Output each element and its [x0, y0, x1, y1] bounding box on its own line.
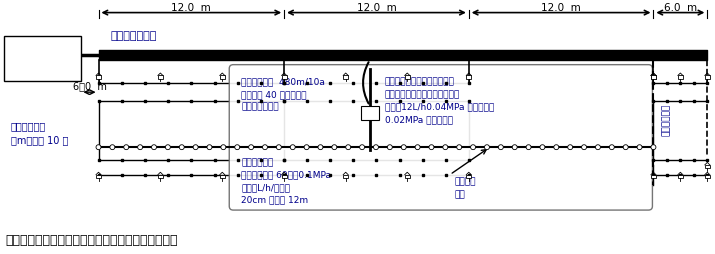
Circle shape [110, 145, 115, 150]
Circle shape [304, 145, 309, 150]
Bar [678, 175, 683, 179]
Circle shape [485, 145, 490, 150]
Bar [705, 165, 710, 169]
Text: 6．0  m: 6．0 m [73, 81, 107, 91]
Text: 給液分枝配管: 給液分枝配管 [661, 103, 671, 135]
Text: 圧力補正型給液停止機構付き
ボタン点滴装置（１次点滴点滴
孔）（12L/h0.04MPa 給液開始、
0.02MPa 給液停止）: 圧力補正型給液停止機構付き ボタン点滴装置（１次点滴点滴 孔）（12L/h0.0… [385, 77, 494, 123]
Text: 点滴チューブ
２m間隔で 10 本: 点滴チューブ ２m間隔で 10 本 [11, 121, 68, 145]
Bar [405, 76, 410, 80]
Circle shape [152, 145, 157, 150]
FancyBboxPatch shape [230, 66, 652, 210]
Bar [158, 175, 163, 179]
Bar [158, 76, 163, 80]
Text: 6.0  m: 6.0 m [664, 3, 697, 12]
Circle shape [609, 145, 614, 150]
Bar [343, 76, 348, 80]
Circle shape [124, 145, 129, 150]
Circle shape [346, 145, 351, 150]
Circle shape [554, 145, 559, 150]
Circle shape [623, 145, 628, 150]
Bar [220, 76, 225, 80]
Text: 点滴チューブ  480m/10a
とすれば 40 個のボタン
点滴装置が必要: 点滴チューブ 480m/10a とすれば 40 個のボタン 点滴装置が必要 [241, 77, 325, 111]
Text: 12.0  m: 12.0 m [172, 3, 211, 12]
Text: 給液メイン配管: 給液メイン配管 [111, 31, 157, 41]
Circle shape [596, 145, 601, 150]
Text: 12.0  m: 12.0 m [541, 3, 581, 12]
Text: 加圧送水
ポンプ: 加圧送水 ポンプ [30, 49, 54, 70]
Circle shape [137, 145, 142, 150]
Text: 図２　日射量対応型極微量潅水施肥装置の配管事例: 図２ 日射量対応型極微量潅水施肥装置の配管事例 [6, 233, 178, 246]
Circle shape [332, 145, 337, 150]
Bar [651, 76, 656, 80]
Circle shape [165, 145, 170, 150]
Circle shape [401, 145, 406, 150]
Circle shape [373, 145, 378, 150]
Circle shape [457, 145, 462, 150]
Bar [220, 175, 225, 179]
Circle shape [96, 145, 101, 150]
Circle shape [498, 145, 503, 150]
Circle shape [512, 145, 517, 150]
Circle shape [637, 145, 642, 150]
Bar [466, 76, 471, 80]
Circle shape [443, 145, 448, 150]
Bar [282, 175, 287, 179]
Bar [705, 76, 710, 80]
Bar [705, 175, 710, 179]
Circle shape [360, 145, 365, 150]
Bar [282, 76, 287, 80]
Circle shape [235, 145, 240, 150]
Circle shape [193, 145, 198, 150]
Circle shape [429, 145, 434, 150]
Bar [651, 76, 656, 80]
Circle shape [277, 145, 281, 150]
Circle shape [568, 145, 573, 150]
Circle shape [540, 145, 545, 150]
Text: 点滴チューブ
（２次点滴孔 60ヶ）0.1MPa
時　１L/h/点滴孔
20cm ピッチ 12m: 点滴チューブ （２次点滴孔 60ヶ）0.1MPa 時 １L/h/点滴孔 20cm… [241, 157, 331, 204]
Circle shape [388, 145, 393, 150]
Circle shape [262, 145, 267, 150]
Circle shape [179, 145, 184, 150]
Circle shape [581, 145, 586, 150]
Circle shape [221, 145, 226, 150]
Circle shape [470, 145, 475, 150]
Bar [96, 175, 101, 179]
Bar [678, 76, 683, 80]
Circle shape [415, 145, 420, 150]
Circle shape [651, 145, 656, 150]
Text: 給液分枝
配管: 給液分枝 配管 [455, 177, 476, 198]
Circle shape [207, 145, 212, 150]
Circle shape [318, 145, 323, 150]
Bar [651, 175, 656, 179]
Bar [343, 175, 348, 179]
Bar [361, 106, 379, 120]
Bar [405, 175, 410, 179]
Bar [4, 37, 81, 82]
Circle shape [249, 145, 254, 150]
Circle shape [526, 145, 531, 150]
Bar [96, 76, 101, 80]
Text: 12.0  m: 12.0 m [357, 3, 396, 12]
Circle shape [290, 145, 295, 150]
Bar [466, 175, 471, 179]
